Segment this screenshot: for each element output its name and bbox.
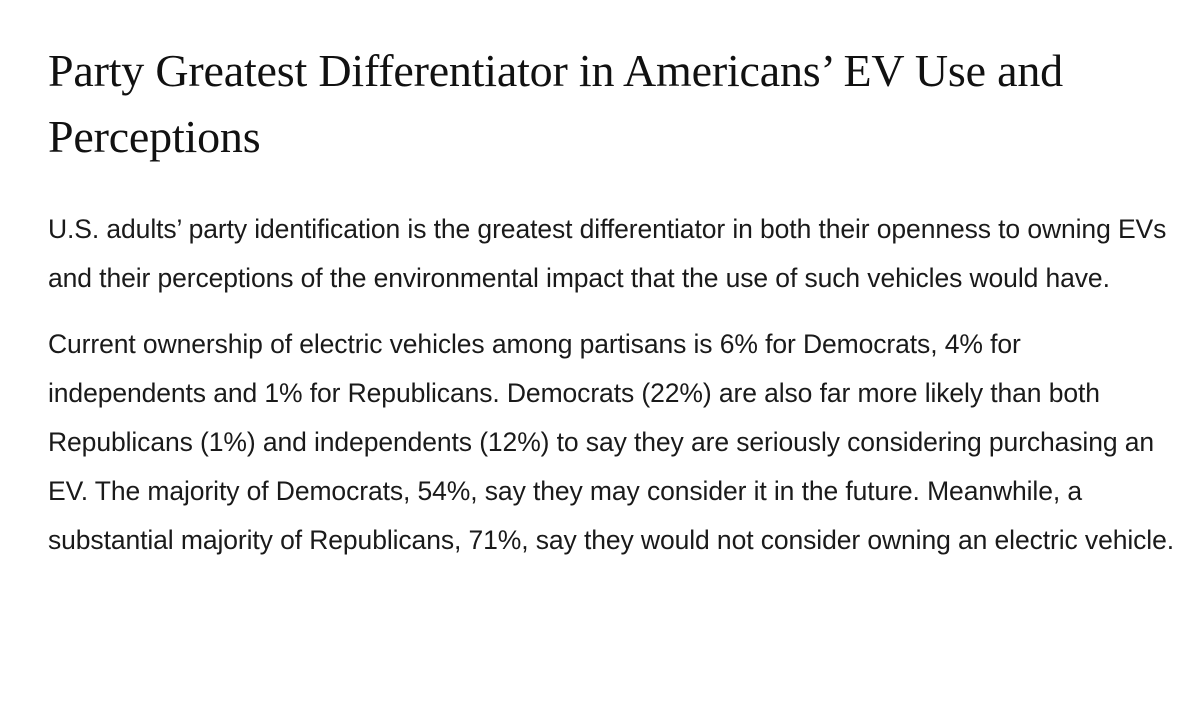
article-paragraph-intro: U.S. adults’ party identification is the… bbox=[48, 214, 1167, 293]
article-headline: Party Greatest Differentiator in America… bbox=[48, 45, 1063, 162]
article-paragraph-ownership: Current ownership of electric vehicles a… bbox=[48, 329, 1174, 555]
article-body: Party Greatest Differentiator in America… bbox=[48, 0, 1178, 565]
